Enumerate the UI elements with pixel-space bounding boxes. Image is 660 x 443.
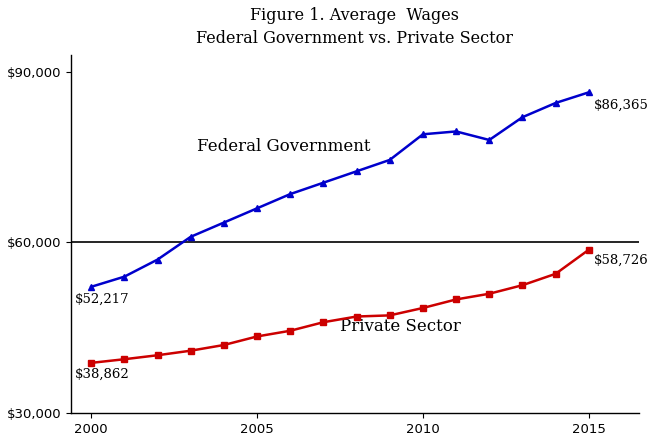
Text: $52,217: $52,217 bbox=[75, 292, 129, 305]
Text: Federal Government: Federal Government bbox=[197, 138, 371, 155]
Text: Private Sector: Private Sector bbox=[340, 318, 461, 335]
Text: $38,862: $38,862 bbox=[75, 368, 129, 381]
Text: $58,726: $58,726 bbox=[594, 254, 649, 267]
Text: $86,365: $86,365 bbox=[594, 99, 649, 112]
Title: Figure 1. Average  Wages
Federal Government vs. Private Sector: Figure 1. Average Wages Federal Governme… bbox=[197, 7, 513, 47]
